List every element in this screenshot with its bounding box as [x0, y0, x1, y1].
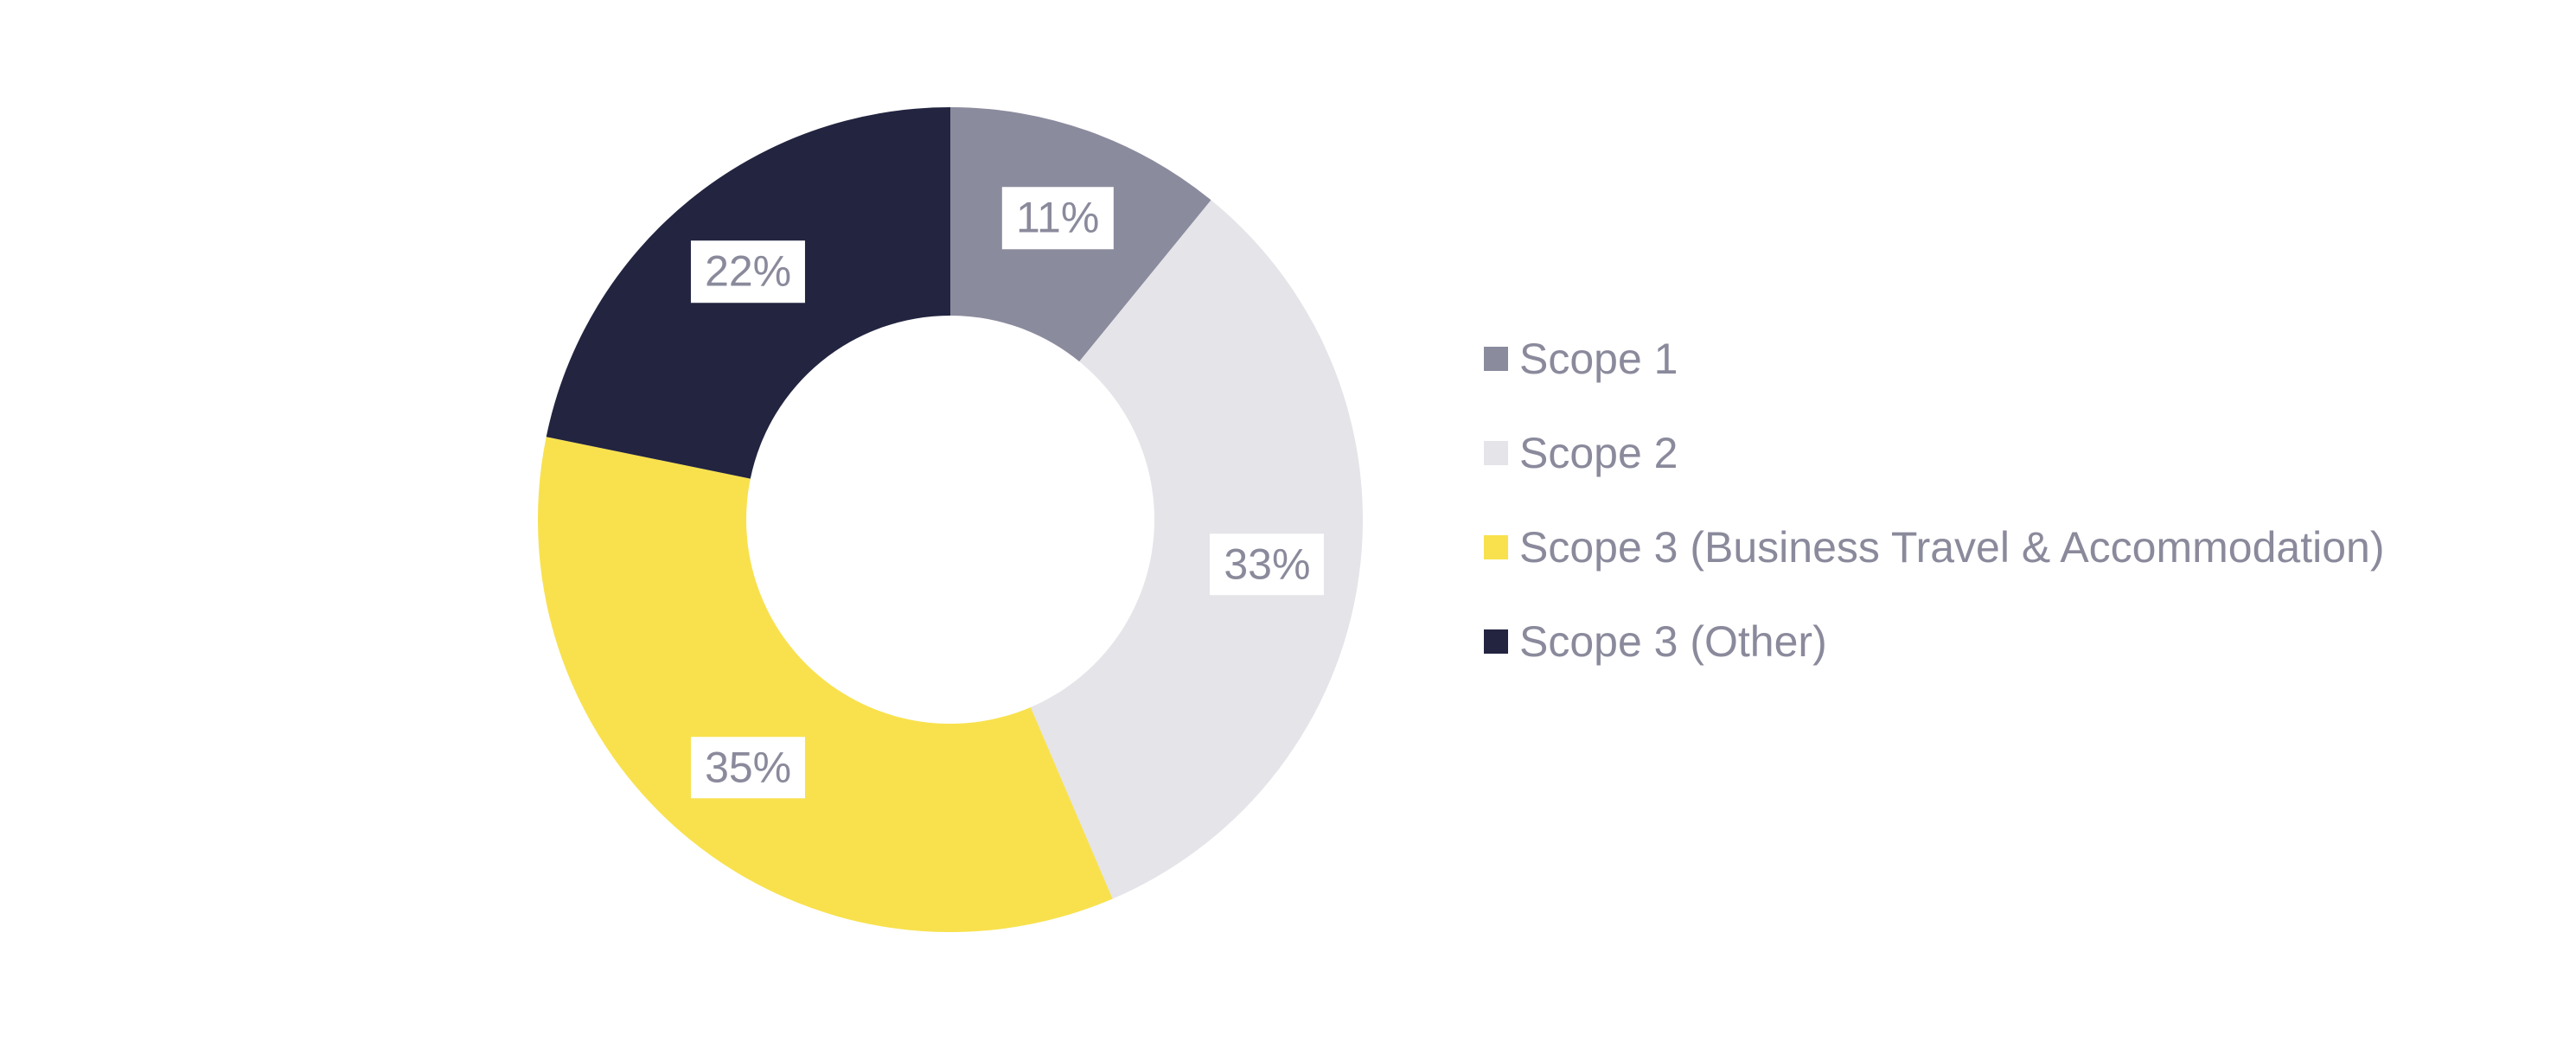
slice-label-scope-3-other: 22%	[691, 240, 806, 303]
legend-item-scope-2[interactable]: Scope 2	[1484, 426, 2384, 480]
slice-label-scope-1: 11%	[1001, 187, 1114, 250]
legend-swatch-scope-2	[1484, 441, 1508, 465]
slice-scope-2[interactable]	[1030, 200, 1363, 899]
legend-swatch-scope-3-other	[1484, 629, 1508, 654]
slice-label-scope-3-business-travel-accommodation: 35%	[691, 736, 806, 799]
legend-item-scope-1[interactable]: Scope 1	[1484, 332, 2384, 386]
legend-label-scope-3-other: Scope 3 (Other)	[1519, 616, 1827, 666]
legend-label-scope-3-business-travel-accommodation: Scope 3 (Business Travel & Accommodation…	[1519, 522, 2385, 572]
slice-scope-3-business-travel-accommodation[interactable]	[538, 437, 1113, 932]
chart-legend: Scope 1 Scope 2 Scope 3 (Business Travel &…	[1484, 332, 2384, 709]
legend-swatch-scope-3-business-travel-accommodation	[1484, 535, 1508, 559]
slice-label-scope-2: 33%	[1210, 533, 1325, 596]
legend-item-scope-3-business-travel-accommodation[interactable]: Scope 3 (Business Travel & Accommodation…	[1484, 521, 2384, 574]
legend-label-scope-1: Scope 1	[1519, 334, 1678, 383]
legend-swatch-scope-1	[1484, 347, 1508, 371]
legend-label-scope-2: Scope 2	[1519, 428, 1678, 477]
legend-item-scope-3-other[interactable]: Scope 3 (Other)	[1484, 615, 2384, 668]
